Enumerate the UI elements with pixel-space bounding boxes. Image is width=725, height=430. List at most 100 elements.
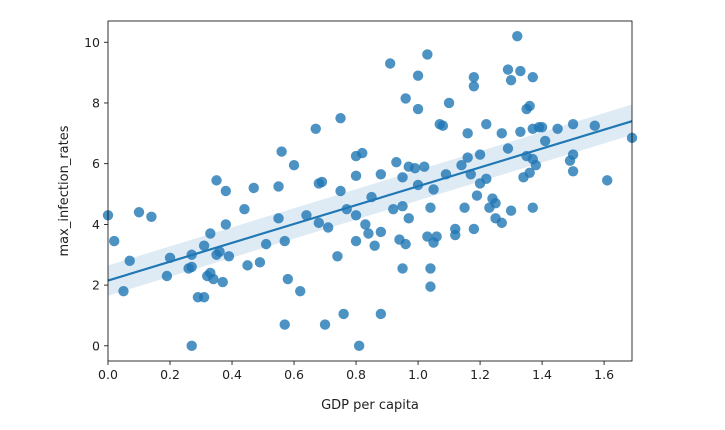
data-point — [310, 123, 321, 134]
data-point — [400, 238, 411, 250]
data-point — [437, 120, 449, 131]
data-point — [161, 270, 173, 282]
data-point — [400, 93, 411, 104]
data-point — [524, 167, 535, 178]
data-point — [527, 202, 538, 213]
data-point — [124, 255, 135, 267]
regression-group — [107, 120, 633, 282]
data-point — [248, 182, 259, 194]
data-point — [468, 81, 480, 92]
data-point — [319, 319, 331, 330]
data-point — [397, 200, 408, 212]
data-point — [223, 251, 235, 262]
data-point — [375, 308, 387, 320]
data-point — [375, 169, 387, 180]
x-tick-label: 0.8 — [346, 367, 366, 382]
data-point — [133, 207, 145, 218]
data-point — [422, 49, 433, 60]
data-point — [322, 222, 334, 233]
data-point — [505, 74, 517, 86]
points-group — [102, 30, 638, 352]
y-tick-label: 4 — [92, 217, 100, 232]
data-point — [589, 120, 600, 131]
data-point — [443, 97, 455, 109]
data-point — [530, 159, 542, 171]
data-point — [462, 152, 473, 163]
data-point — [332, 251, 343, 262]
x-tick-label: 0.0 — [98, 367, 118, 382]
axes-frame — [107, 20, 633, 362]
data-point — [502, 64, 514, 75]
data-point — [536, 122, 548, 133]
data-point — [273, 213, 284, 224]
data-point — [208, 273, 219, 285]
data-point — [360, 219, 371, 230]
x-tick-label: 0.6 — [284, 367, 304, 382]
data-point — [425, 202, 436, 213]
data-point — [198, 292, 210, 303]
data-point — [539, 135, 551, 147]
data-point — [239, 204, 250, 215]
data-point — [350, 235, 362, 247]
y-tick-label: 0 — [92, 338, 100, 353]
data-point — [254, 257, 266, 268]
data-point — [273, 181, 284, 192]
x-tick-label: 1.6 — [594, 367, 614, 382]
data-point — [512, 30, 523, 42]
data-point — [357, 147, 368, 159]
data-point — [260, 238, 272, 250]
data-point — [335, 112, 346, 124]
data-point — [375, 226, 387, 238]
x-ticks-group: 0.0 0.2 0.4 0.6 0.8 1.0 1.2 1.4 1.6 — [98, 361, 614, 382]
data-point — [567, 119, 579, 130]
data-point — [468, 223, 480, 235]
data-point — [350, 210, 362, 221]
data-point — [505, 205, 517, 216]
regression-line — [107, 120, 633, 282]
data-point — [456, 159, 467, 171]
data-point — [502, 143, 514, 154]
data-point — [425, 281, 436, 292]
data-point — [496, 128, 507, 139]
data-point — [419, 161, 430, 172]
data-point — [350, 170, 362, 182]
data-point — [214, 246, 225, 257]
data-point — [353, 340, 365, 352]
data-point — [527, 71, 538, 83]
data-point — [462, 128, 473, 139]
data-point — [282, 273, 294, 285]
data-point — [220, 219, 232, 230]
data-point — [481, 119, 492, 130]
data-point — [515, 126, 526, 138]
data-point — [474, 149, 486, 160]
data-point — [515, 65, 526, 77]
data-point — [409, 163, 421, 174]
data-point — [384, 58, 396, 69]
data-point — [450, 229, 461, 241]
data-point — [567, 166, 579, 177]
x-tick-label: 0.2 — [160, 367, 180, 382]
data-point — [391, 156, 402, 168]
data-point — [242, 260, 253, 271]
data-point — [388, 204, 399, 215]
data-point — [552, 123, 563, 134]
data-point — [468, 71, 480, 83]
data-point — [109, 235, 120, 247]
x-tick-label: 1.4 — [532, 367, 552, 382]
data-point — [338, 308, 349, 320]
data-point — [425, 263, 436, 274]
data-point — [118, 285, 129, 297]
data-point — [279, 319, 290, 330]
data-point — [459, 202, 470, 213]
data-point — [412, 103, 424, 115]
data-point — [211, 175, 222, 186]
data-point — [279, 235, 290, 247]
data-point — [403, 213, 414, 224]
x-tick-label: 0.4 — [222, 367, 242, 382]
data-point — [431, 231, 442, 242]
data-point — [363, 228, 374, 239]
data-point — [335, 185, 346, 197]
data-point — [146, 211, 157, 223]
data-point — [471, 190, 483, 201]
y-tick-label: 2 — [92, 278, 100, 293]
